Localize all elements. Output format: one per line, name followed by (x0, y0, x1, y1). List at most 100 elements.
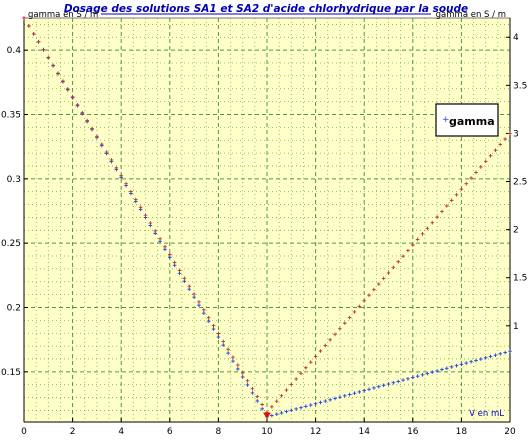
data-point (270, 405, 274, 409)
data-point (231, 355, 235, 359)
data-point (503, 350, 507, 355)
y-right-tick-label: 2.5 (513, 178, 527, 188)
y-axis-right-label: gamma en S / m (436, 10, 506, 20)
x-axis-label: V en mL (469, 409, 504, 419)
data-point (323, 399, 328, 403)
data-point (449, 198, 454, 203)
data-point (192, 292, 196, 296)
data-point (148, 221, 153, 225)
data-point (240, 371, 245, 375)
data-point (352, 391, 357, 396)
data-point (488, 153, 493, 158)
data-point (299, 405, 303, 410)
data-point (51, 63, 55, 68)
x-tick-label: 8 (216, 427, 222, 437)
data-point (289, 408, 294, 413)
y-left-tick-label: 0.2 (7, 303, 21, 313)
data-point (333, 332, 337, 337)
data-point (396, 259, 401, 264)
data-point (143, 213, 148, 217)
data-point (46, 55, 51, 60)
grid-lines (23, 18, 511, 422)
legend-label: gamma (449, 115, 495, 128)
data-point (255, 399, 260, 403)
data-point (464, 361, 469, 365)
legend-marker: + (442, 115, 450, 125)
x-tick-label: 16 (407, 427, 419, 437)
data-point (508, 349, 512, 354)
data-point (226, 351, 230, 355)
data-point (163, 244, 167, 249)
data-point (479, 165, 483, 169)
data-point (90, 126, 94, 131)
data-point (211, 323, 216, 328)
data-point (31, 31, 36, 36)
data-point (420, 373, 425, 377)
data-point (236, 363, 240, 367)
data-point (99, 142, 104, 147)
equivalence-point-marker (263, 412, 271, 419)
data-point (328, 338, 332, 342)
data-point (362, 299, 366, 303)
data-point (483, 159, 488, 164)
data-point (274, 412, 279, 417)
data-point (406, 376, 410, 381)
data-point (216, 331, 221, 336)
data-point (323, 343, 328, 348)
data-point (226, 347, 230, 352)
data-point (459, 362, 464, 367)
data-point (119, 173, 123, 178)
x-tick-label: 14 (358, 427, 370, 437)
data-point (396, 379, 401, 384)
data-point (328, 397, 332, 402)
data-point (236, 367, 240, 371)
data-point (445, 204, 449, 208)
data-point (289, 382, 294, 387)
data-point (454, 192, 459, 197)
data-point (469, 176, 473, 180)
data-point (41, 47, 46, 52)
data-point (367, 387, 371, 392)
data-point (493, 353, 498, 357)
data-point (245, 379, 250, 383)
data-point (435, 369, 439, 373)
data-point (425, 371, 430, 376)
data-point (22, 16, 26, 20)
data-point (357, 390, 362, 394)
x-tick-label: 6 (167, 427, 173, 437)
data-point (367, 293, 371, 298)
data-point (299, 371, 303, 376)
data-point (85, 118, 89, 123)
data-point (138, 205, 143, 210)
data-point (221, 343, 226, 347)
data-point (381, 383, 386, 388)
data-point (498, 352, 503, 356)
data-point (440, 367, 444, 372)
legend: + gamma (435, 103, 499, 137)
data-point (284, 409, 289, 414)
data-point (347, 315, 352, 320)
data-point (313, 401, 318, 406)
data-point (270, 413, 274, 418)
data-point (391, 380, 396, 385)
data-point (454, 363, 459, 368)
y-left-tick-label: 0.4 (7, 46, 22, 56)
data-point (129, 189, 133, 194)
data-point (479, 357, 483, 361)
data-point (347, 392, 352, 397)
data-point (415, 374, 420, 378)
data-point (95, 134, 99, 139)
data-point (391, 265, 396, 270)
data-point (182, 276, 187, 281)
data-point (459, 187, 464, 192)
data-point (376, 282, 381, 286)
data-point (357, 304, 362, 309)
data-point (114, 166, 119, 170)
data-point (206, 315, 211, 320)
data-point (503, 137, 507, 141)
data-point (313, 354, 318, 359)
axis-ticks: 0 2 4 6 8 10 12 14 16 18 20 0.15 0.2 0.25 0.3 0.35 0.4 1 1… (1, 33, 527, 437)
data-point (483, 355, 488, 360)
data-point (216, 335, 221, 339)
